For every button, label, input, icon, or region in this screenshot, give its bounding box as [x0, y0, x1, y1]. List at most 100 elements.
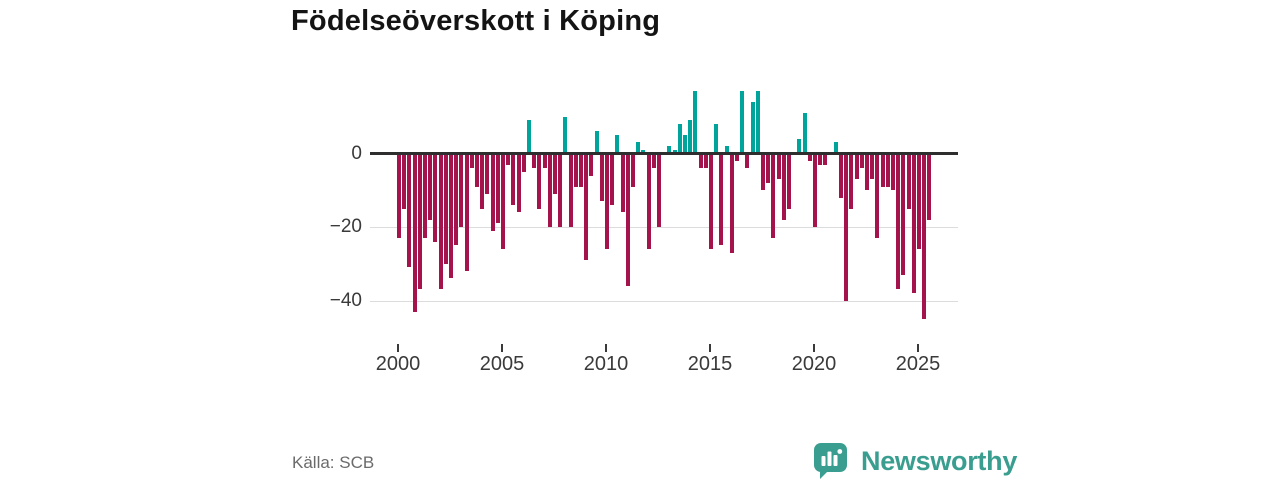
y-axis-tick-label: −40	[329, 289, 362, 311]
bar-2012Q1	[646, 153, 651, 250]
bar-2005Q4	[516, 153, 521, 213]
bar-2017Q2	[755, 91, 760, 154]
bar-2015Q1	[709, 153, 713, 250]
bar-2021Q4	[849, 153, 854, 209]
bar-2024Q4	[911, 153, 916, 294]
bar-2022Q4	[870, 153, 875, 180]
bar-2000Q4	[412, 153, 417, 312]
bar-2011Q3	[636, 142, 641, 154]
bar-2023Q2	[880, 153, 885, 187]
x-axis-tick-label-2005: 2005	[479, 353, 525, 375]
bar-2018Q1	[771, 153, 776, 239]
bar-2007Q2	[547, 153, 552, 227]
bar-2003Q2	[464, 153, 469, 272]
bar-2014Q3	[698, 153, 703, 169]
bar-2009Q2	[589, 153, 594, 176]
bar-2010Q4	[620, 153, 625, 213]
bar-2009Q3	[594, 131, 599, 154]
bar-2008Q1	[563, 116, 568, 154]
bar-2016Q3	[740, 91, 745, 154]
bar-2017Q1	[750, 102, 755, 154]
bar-chart-plot-area: 0 −20 −40 2000 2005 2010 2015 2020 2025	[330, 85, 958, 375]
bar-2019Q3	[802, 113, 807, 154]
x-axis-tick-mark-2020	[813, 344, 815, 352]
bar-2002Q3	[449, 153, 453, 279]
bar-2019Q2	[797, 138, 802, 154]
x-axis-zero-line	[370, 152, 958, 155]
bar-2016Q1	[729, 153, 734, 253]
bar-2013Q2	[672, 149, 677, 154]
bar-2017Q4	[766, 153, 771, 183]
bar-2014Q1	[688, 120, 693, 154]
bar-2019Q4	[807, 153, 812, 161]
bar-2013Q3	[677, 124, 682, 154]
bar-2023Q4	[891, 153, 895, 191]
bar-2015Q3	[719, 153, 724, 246]
bar-2006Q2	[527, 120, 531, 154]
bar-2024Q2	[901, 153, 906, 275]
bar-2006Q4	[537, 153, 542, 209]
bar-2008Q4	[579, 153, 583, 187]
bar-2016Q4	[745, 153, 750, 169]
bar-2022Q1	[854, 153, 859, 180]
bar-2004Q3	[490, 153, 495, 231]
bar-2010Q2	[610, 153, 615, 205]
bar-2014Q4	[703, 153, 708, 169]
bar-2024Q3	[906, 153, 911, 209]
source-label: Källa: SCB	[292, 453, 375, 472]
bar-2012Q2	[651, 153, 656, 169]
bar-2017Q3	[761, 153, 765, 191]
bar-2003Q4	[475, 153, 479, 187]
bar-2023Q1	[875, 153, 880, 239]
bar-2021Q2	[839, 153, 843, 198]
bar-2005Q1	[501, 153, 505, 250]
bar-2011Q2	[631, 153, 635, 187]
bar-2004Q1	[480, 153, 485, 209]
x-axis-tick-label-2010: 2010	[583, 353, 629, 375]
x-axis-tick-label-2020: 2020	[791, 353, 837, 375]
bar-2007Q1	[542, 153, 547, 169]
newsworthy-wordmark: Newsworthy	[861, 445, 1018, 476]
bar-2000Q2	[402, 153, 407, 209]
bar-2001Q3	[428, 153, 433, 220]
bar-2003Q3	[469, 153, 474, 169]
gridline-y--40	[370, 300, 958, 302]
page-title: Födelseöverskott i Köping	[291, 5, 661, 37]
bar-2018Q3	[781, 153, 786, 220]
bar-2024Q1	[896, 153, 901, 290]
bar-2007Q4	[558, 153, 563, 227]
bar-2006Q1	[521, 153, 526, 172]
newsworthy-logo: Newsworthy	[812, 441, 1017, 480]
bar-2018Q2	[776, 153, 781, 180]
bar-2008Q3	[573, 153, 578, 187]
bar-2025Q3	[927, 153, 932, 220]
bar-2002Q2	[443, 153, 448, 264]
x-axis-tick-label-2000: 2000	[375, 353, 421, 375]
y-axis-tick-label: 0	[351, 142, 362, 164]
bar-2011Q4	[641, 149, 646, 154]
bar-2004Q2	[485, 153, 490, 194]
bar-2018Q4	[787, 153, 791, 209]
bar-2009Q4	[599, 153, 604, 202]
bar-2001Q1	[417, 153, 422, 290]
bar-2004Q4	[495, 153, 500, 224]
newsworthy-bubble-chart-icon	[812, 441, 852, 480]
bar-2012Q3	[657, 153, 661, 227]
bar-2013Q4	[683, 135, 687, 154]
bar-2001Q2	[423, 153, 427, 239]
bar-2021Q3	[844, 153, 849, 301]
bar-2005Q2	[506, 153, 511, 165]
bar-2001Q4	[433, 153, 438, 242]
bar-2025Q2	[922, 153, 927, 319]
bar-2016Q2	[735, 153, 739, 161]
bar-2000Q3	[407, 153, 412, 268]
bar-2008Q2	[568, 153, 573, 227]
bar-2025Q1	[917, 153, 921, 250]
y-axis-tick-label: −20	[329, 216, 362, 237]
x-axis-tick-label-2015: 2015	[687, 353, 733, 375]
bar-2007Q3	[553, 153, 557, 194]
bar-2010Q1	[605, 153, 609, 250]
bar-2010Q3	[615, 135, 620, 154]
bar-2002Q4	[454, 153, 459, 246]
